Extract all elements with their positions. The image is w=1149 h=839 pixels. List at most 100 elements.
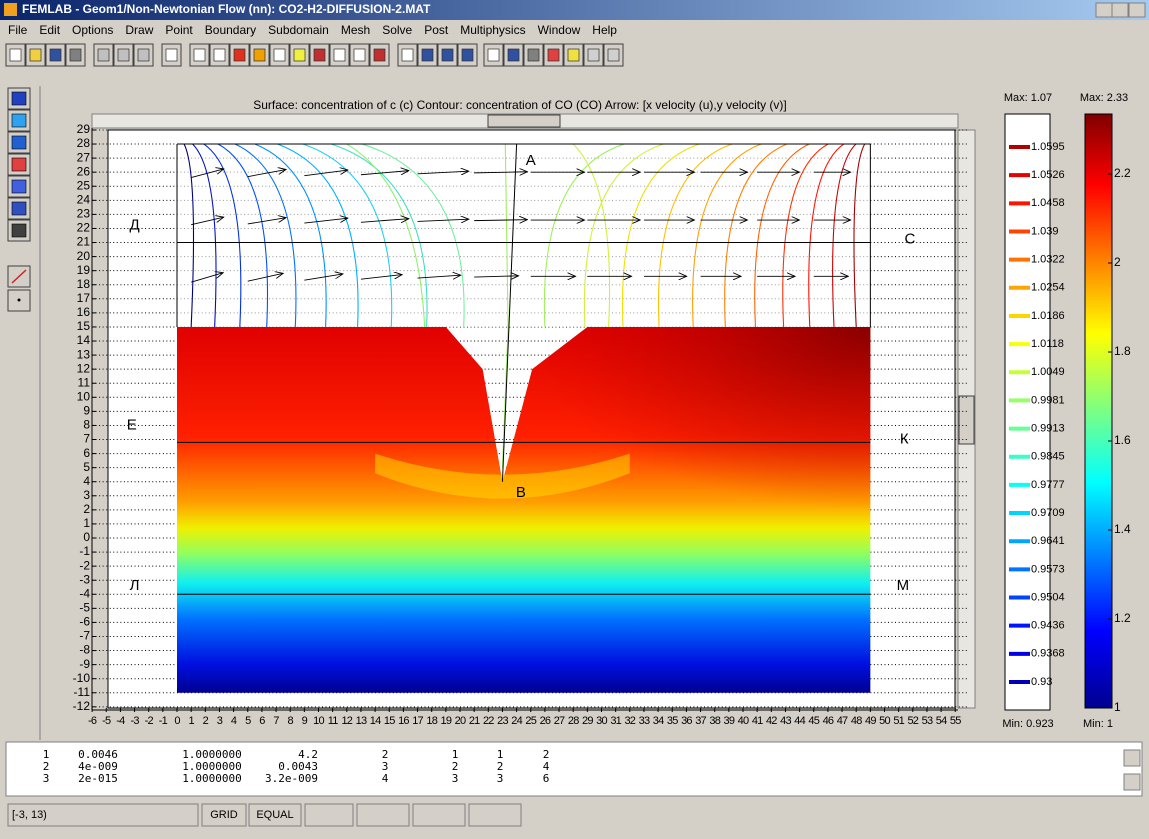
x-tick-label: 45	[808, 715, 819, 727]
y-tick-label: 5	[83, 460, 90, 474]
toolbar-icon	[608, 49, 619, 61]
y-tick-label: 11	[78, 375, 91, 389]
y-tick-label: 7	[83, 432, 90, 446]
side-icon	[12, 224, 26, 237]
x-tick-label: 35	[667, 715, 678, 727]
toolbar-icon	[528, 49, 539, 61]
x-tick-label: 17	[412, 715, 423, 727]
menu-item[interactable]: Edit	[39, 23, 60, 37]
menu-item[interactable]: Subdomain	[268, 23, 329, 37]
y-tick-label: 27	[77, 150, 91, 164]
colorbar-label: 1.6	[1114, 433, 1131, 447]
window-buttons[interactable]	[1096, 3, 1145, 17]
x-tick-label: 5	[245, 715, 251, 727]
x-tick-label: -3	[130, 715, 139, 727]
menu-item[interactable]: Draw	[125, 23, 153, 37]
toolbar-icon	[254, 49, 265, 61]
y-tick-label: 8	[83, 418, 90, 432]
surface-min: Min: 1	[1083, 718, 1113, 730]
x-tick-label: -1	[159, 715, 168, 727]
x-tick-label: 6	[259, 715, 265, 727]
x-tick-label: -5	[102, 715, 111, 727]
y-tick-label: 17	[77, 291, 91, 305]
h-scroll-thumb[interactable]	[488, 115, 560, 127]
toolbar-icon	[294, 49, 305, 61]
menu-item[interactable]: Boundary	[205, 23, 256, 37]
menu-item[interactable]: Point	[165, 23, 193, 37]
menu-item[interactable]: Solve	[382, 23, 412, 37]
x-tick-label: -2	[145, 715, 154, 727]
colorbar-label: 2.2	[1114, 166, 1131, 180]
status-button[interactable]	[469, 804, 521, 826]
minimize-button[interactable]	[1096, 3, 1112, 17]
x-tick-label: 50	[879, 715, 890, 727]
y-tick-label: -3	[79, 572, 90, 586]
contour-level: 0.9913	[1031, 422, 1065, 434]
status-button[interactable]	[413, 804, 465, 826]
side-icon	[12, 158, 26, 171]
x-tick-label: 51	[893, 715, 904, 727]
point-label: В	[516, 484, 526, 501]
colorbar-label: 1.4	[1114, 522, 1131, 536]
x-tick-label: 12	[341, 715, 352, 727]
log-cell: 3	[43, 772, 50, 785]
log-scroll-up[interactable]	[1124, 750, 1140, 766]
log-cell: 1.0000000	[182, 772, 242, 785]
contour-level: 1.039	[1031, 225, 1059, 237]
colorbar-label: 1	[1114, 700, 1121, 714]
toolbar-icon	[10, 49, 21, 61]
x-tick-label: 0	[174, 715, 180, 727]
x-tick-label: 8	[288, 715, 294, 727]
femlab-window: FEMLAB - Geom1/Non-Newtonian Flow (nn): …	[0, 0, 1149, 834]
colorbar-label: 1.8	[1114, 344, 1131, 358]
menu-item[interactable]: Multiphysics	[460, 23, 525, 37]
window-title: FEMLAB - Geom1/Non-Newtonian Flow (nn): …	[22, 2, 431, 16]
x-tick-label: 25	[525, 715, 536, 727]
y-tick-label: -9	[79, 657, 90, 671]
equal-label[interactable]: EQUAL	[256, 809, 293, 821]
toolbar-icon	[334, 49, 345, 61]
x-tick-label: 27	[554, 715, 565, 727]
menu-item[interactable]: Window	[538, 23, 581, 37]
menu-item[interactable]: Options	[72, 23, 113, 37]
point-label: К	[900, 430, 909, 447]
menu-item[interactable]: Help	[592, 23, 617, 37]
toolbar-icon	[462, 49, 473, 61]
x-tick-label: 41	[752, 715, 763, 727]
y-tick-label: 16	[77, 305, 91, 319]
close-button[interactable]	[1129, 3, 1145, 17]
y-tick-label: -8	[79, 643, 90, 657]
side-icon	[12, 114, 26, 127]
menu-item[interactable]: Post	[424, 23, 449, 37]
x-tick-label: 22	[483, 715, 494, 727]
maximize-button[interactable]	[1112, 3, 1128, 17]
toolbar-icon	[118, 49, 129, 61]
x-tick-label: 52	[907, 715, 918, 727]
log-cell: 3	[497, 772, 504, 785]
toolbar-icon	[70, 49, 81, 61]
y-tick-label: 18	[77, 277, 91, 291]
y-tick-label: 28	[77, 136, 91, 150]
contour-level: 0.9368	[1031, 648, 1065, 660]
v-scroll-thumb[interactable]	[959, 396, 974, 444]
status-button[interactable]	[305, 804, 353, 826]
side-icon	[18, 299, 21, 302]
grid-label[interactable]: GRID	[210, 809, 238, 821]
contour-level: 0.9845	[1031, 451, 1065, 463]
contour-level: 0.9777	[1031, 479, 1065, 491]
toolbar-icon	[374, 49, 385, 61]
y-tick-label: 25	[77, 178, 91, 192]
y-tick-label: -11	[74, 685, 91, 699]
menu-item[interactable]: Mesh	[341, 23, 370, 37]
x-tick-label: 24	[511, 715, 522, 727]
toolbar-icon	[548, 49, 559, 61]
status-coords: [-3, 13)	[12, 809, 47, 821]
x-tick-label: 23	[497, 715, 508, 727]
menu-item[interactable]: File	[8, 23, 28, 37]
y-tick-label: 3	[83, 488, 90, 502]
y-tick-label: 26	[77, 164, 91, 178]
status-button[interactable]	[357, 804, 409, 826]
y-tick-label: 14	[77, 333, 91, 347]
log-scroll-down[interactable]	[1124, 774, 1140, 790]
app-icon	[4, 3, 17, 16]
